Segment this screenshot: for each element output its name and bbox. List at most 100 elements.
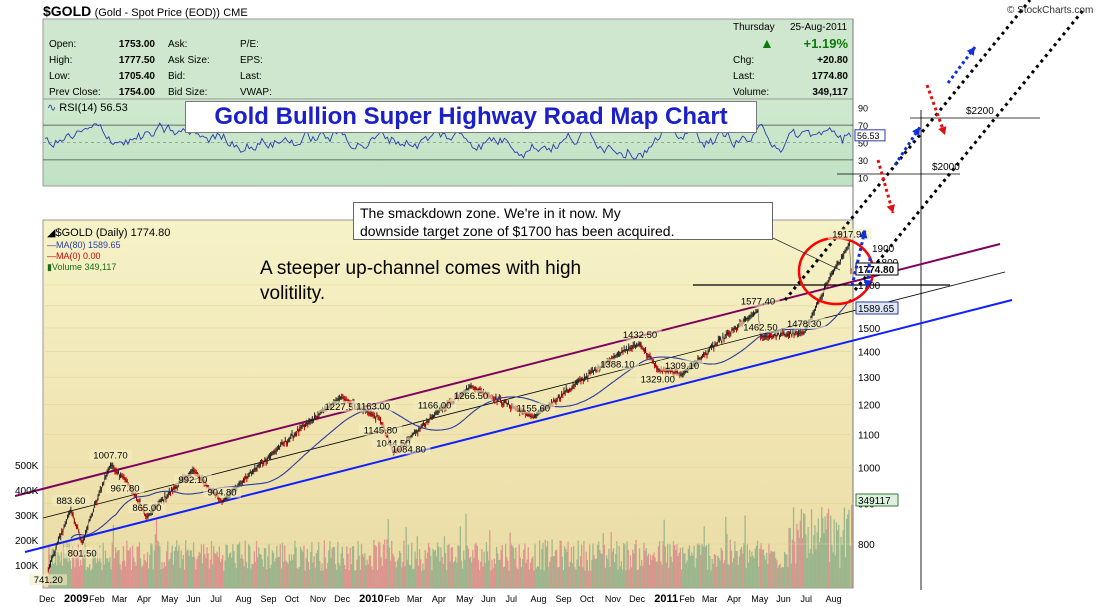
volume-bar xyxy=(763,555,766,588)
volume-bar xyxy=(802,513,805,588)
volume-bar xyxy=(213,546,215,588)
volume-bar xyxy=(468,557,471,588)
volume-bar xyxy=(746,543,748,588)
volume-bar xyxy=(798,537,800,588)
volume-bar xyxy=(536,566,538,588)
volume-bar xyxy=(736,551,738,588)
volume-bar xyxy=(625,570,627,588)
x-axis-label: Dec xyxy=(39,594,56,604)
volume-bar xyxy=(145,562,148,588)
volume-bar xyxy=(744,515,746,588)
rsi-line xyxy=(44,120,852,160)
volume-bar xyxy=(494,563,497,588)
prev-close-value: 1754.00 xyxy=(118,87,155,98)
volume-bar xyxy=(521,558,524,588)
volume-bar xyxy=(465,513,467,588)
volume-bar xyxy=(400,552,402,588)
volume-bar xyxy=(374,544,376,588)
volume-bar xyxy=(367,564,369,588)
volume-bar xyxy=(716,567,718,588)
x-axis-label: Nov xyxy=(605,594,622,604)
volume-bar xyxy=(152,569,154,588)
volume-bar xyxy=(272,552,275,588)
volume-bar xyxy=(158,542,160,588)
volume-bar xyxy=(629,555,632,588)
volume-bar xyxy=(130,570,133,588)
volume-bar xyxy=(810,509,813,588)
volume-bar xyxy=(254,561,257,588)
volume-bar xyxy=(74,567,76,588)
volume-bar xyxy=(160,569,162,588)
volume-bar xyxy=(331,548,333,588)
price-tick-label: 1100 xyxy=(858,431,880,442)
volume-bar xyxy=(177,551,179,588)
volume-bar xyxy=(801,538,804,588)
volume-bar xyxy=(727,563,729,588)
volume-bar xyxy=(365,565,367,588)
volume-bar xyxy=(51,548,53,588)
x-axis-label: Nov xyxy=(310,594,327,604)
volume-bar xyxy=(388,547,391,588)
volume-bar xyxy=(788,527,790,588)
smackdown-callout: The smackdown zone. We're in it now. My … xyxy=(353,202,773,240)
volume-bar xyxy=(167,541,169,588)
volume-bar xyxy=(75,552,77,588)
volume-bar xyxy=(79,560,82,588)
volume-bar xyxy=(577,540,579,588)
volume-bar xyxy=(241,554,243,588)
volume-bar xyxy=(550,557,552,588)
volume-bar xyxy=(151,544,153,588)
volume-bar xyxy=(128,550,130,588)
volume-bar xyxy=(429,547,431,588)
volume-bar xyxy=(392,553,394,588)
volume-bar xyxy=(359,569,362,588)
volume-bar xyxy=(78,566,81,588)
volume-bar xyxy=(469,556,472,588)
volume-bar xyxy=(517,569,519,588)
volume-bar xyxy=(668,568,670,588)
volume-bar xyxy=(566,551,568,588)
volume-bar xyxy=(624,543,626,588)
volume-bar xyxy=(475,542,477,588)
volume-bar xyxy=(372,569,374,588)
callout-pointer xyxy=(772,237,841,271)
volume-bar xyxy=(60,552,62,588)
point-label-bg xyxy=(636,373,680,385)
volume-bar xyxy=(304,570,306,588)
volume-bar xyxy=(225,544,227,588)
volume-bar xyxy=(712,563,714,588)
volume-bar xyxy=(562,570,565,588)
volume-bar xyxy=(85,569,87,588)
volume-bar xyxy=(82,548,84,588)
x-axis-label: May xyxy=(161,594,179,604)
volume-bar xyxy=(809,548,812,588)
volume-bar xyxy=(767,563,769,588)
volume-bar xyxy=(829,561,831,588)
volume-bar xyxy=(273,561,276,588)
volume-bar xyxy=(724,560,726,588)
volume-bar xyxy=(57,552,59,588)
volume-bar xyxy=(472,549,474,588)
volume-bar xyxy=(373,540,375,588)
volume-bar xyxy=(81,565,83,588)
volume-bar xyxy=(96,547,99,588)
volume-tick-label: 100K xyxy=(15,561,39,572)
volume-bar xyxy=(654,557,656,588)
volume-bar xyxy=(321,563,323,588)
volume-bar xyxy=(275,558,277,588)
volume-bar xyxy=(432,548,434,588)
volume-bar xyxy=(640,565,642,588)
volume-bar xyxy=(328,550,330,588)
volume-bar xyxy=(179,567,181,588)
volume-bar xyxy=(417,565,420,588)
volume-bar xyxy=(84,543,86,588)
volume-value: 349,117 xyxy=(812,87,848,98)
volume-bar xyxy=(161,562,163,588)
volume-bar xyxy=(201,563,204,588)
volume-bar xyxy=(457,545,459,588)
volume-bar xyxy=(398,550,401,588)
volume-bar xyxy=(467,548,469,588)
chart-title: Gold Bullion Super Highway Road Map Char… xyxy=(185,101,757,133)
volume-bar xyxy=(352,546,355,588)
point-label: 1329.00 xyxy=(641,375,675,386)
